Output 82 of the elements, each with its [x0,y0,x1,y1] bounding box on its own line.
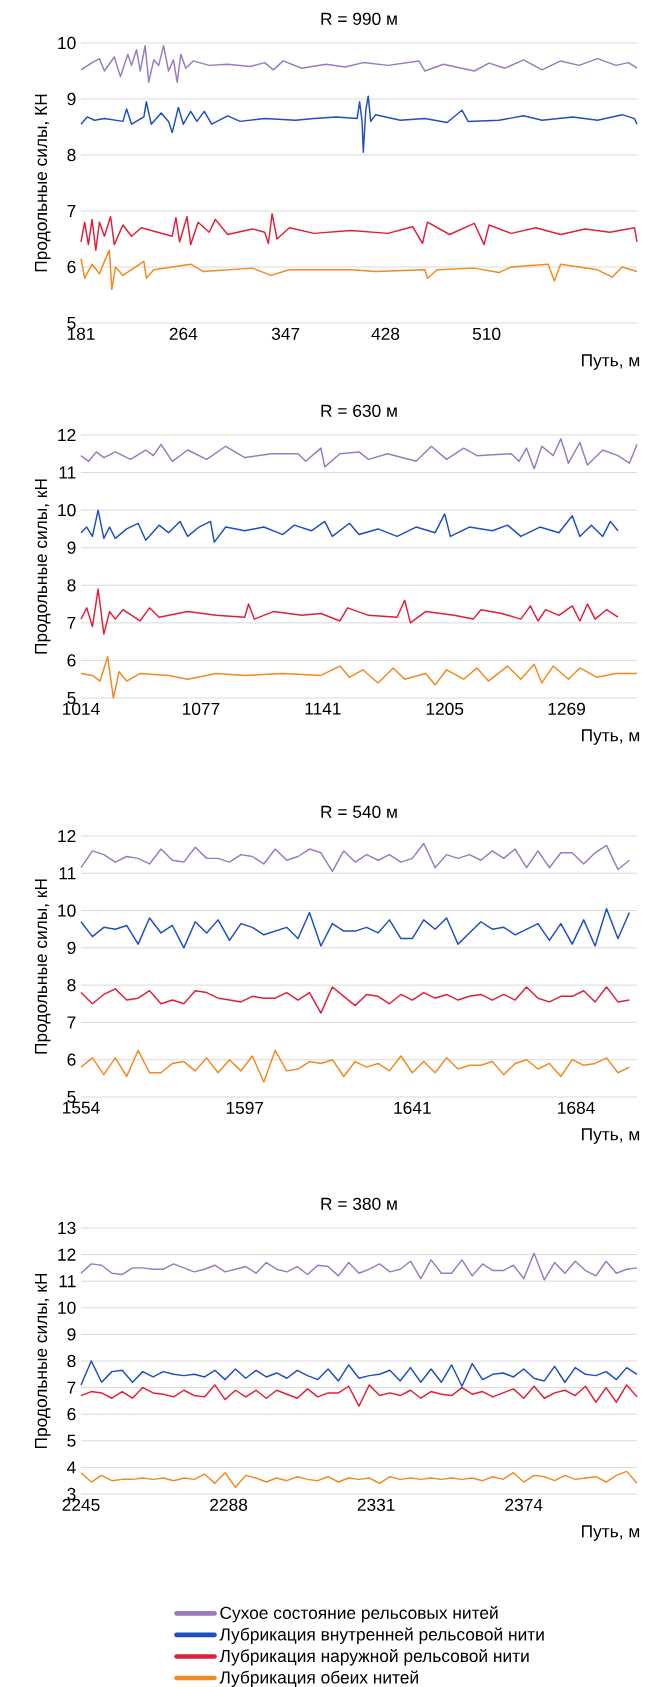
y-tick-label: 7 [67,1381,76,1394]
line-series [80,1252,638,1281]
y-axis-title: Продольные силы, кН [35,479,51,654]
y-tick-label: 7 [67,1016,76,1029]
x-axis-title: Путь, м [582,354,640,370]
y-tick-label: 12 [58,428,76,442]
y-tick-label: 12 [58,829,76,843]
x-tick-label: 428 [371,327,400,340]
y-tick-label: 9 [67,92,76,106]
line-series [80,1384,638,1407]
line-series [80,95,638,153]
y-tick-label: 9 [67,941,76,954]
y-tick-label: 8 [67,1354,76,1368]
x-tick-label: 1684 [558,1101,595,1114]
x-tick-label: 1269 [548,702,585,715]
chart-title: R = 630 м [321,404,397,417]
x-tick-label: 1554 [63,1101,100,1114]
y-tick-label: 7 [67,616,76,629]
x-tick-label: 1641 [394,1101,431,1114]
y-tick-label: 11 [59,867,76,880]
line-series [80,1049,631,1083]
x-tick-label: 264 [169,327,198,340]
y-tick-label: 8 [67,579,76,592]
y-tick-label: 13 [58,1221,76,1235]
y-tick-label: 10 [58,1301,76,1314]
x-tick-label: 2245 [62,1498,100,1511]
y-tick-label: 6 [67,654,76,667]
line-series [80,986,631,1014]
line-series [80,213,638,251]
line-series [80,842,631,873]
line-series [80,1470,638,1489]
x-tick-label: 347 [271,327,300,340]
y-tick-label: 3 [67,1487,76,1501]
y-axis-title: Продольные силы, кН [35,879,51,1054]
chart-title: R = 990 м [321,12,397,25]
x-tick-label: 1014 [63,702,100,715]
line-series [80,509,619,543]
y-tick-label: 9 [67,541,76,554]
legend-label: Лубрикация наружной рельсовой нити [219,1649,529,1666]
chart-title: R = 540 м [321,805,397,818]
y-tick-label: 5 [67,316,76,330]
y-tick-label: 6 [67,260,76,274]
y-tick-label: 10 [58,503,76,517]
legend-label: Лубрикация обеих нитей [219,1670,418,1687]
x-tick-label: 2288 [210,1498,248,1511]
y-tick-label: 9 [67,1328,76,1341]
y-tick-label: 6 [67,1053,76,1066]
y-tick-label: 5 [67,1434,76,1447]
y-tick-label: 12 [58,1248,76,1261]
y-tick-label: 10 [58,904,76,917]
y-tick-label: 5 [67,691,76,705]
line-series [80,588,619,635]
x-tick-label: 1077 [182,702,220,715]
y-tick-label: 7 [67,205,76,217]
line-series [80,438,638,470]
y-axis-title: Продольные силы, кН [35,1273,51,1449]
x-tick-label: 1597 [226,1101,264,1114]
x-tick-label: 2374 [505,1498,543,1511]
chart-title: R = 380 м [321,1197,397,1210]
line-series [80,1360,638,1387]
y-tick-label: 8 [67,978,76,992]
y-tick-label: 6 [67,1408,76,1421]
y-tick-label: 5 [67,1090,76,1104]
legend-label: Сухое состояние рельсовых нитей [220,1605,498,1623]
x-tick-label: 2331 [357,1498,395,1511]
line-series [80,249,638,291]
x-tick-label: 1141 [305,702,341,715]
x-axis-title: Путь, м [582,729,640,745]
y-tick-label: 4 [67,1461,76,1474]
line-series [80,655,638,699]
y-axis-title: Продольные силы, КН [35,94,51,272]
x-tick-label: 181 [67,327,95,340]
x-tick-label: 510 [472,327,501,340]
y-tick-label: 8 [67,148,76,162]
y-tick-label: 11 [59,1275,76,1288]
line-series [80,45,638,83]
x-axis-title: Путь, м [582,1128,640,1144]
y-tick-label: 10 [58,36,76,50]
x-tick-label: 1205 [426,702,464,715]
legend-label: Лубрикация внутренней рельсовой нити [219,1627,544,1644]
y-tick-label: 11 [59,466,76,479]
x-axis-title: Путь, м [582,1525,640,1541]
